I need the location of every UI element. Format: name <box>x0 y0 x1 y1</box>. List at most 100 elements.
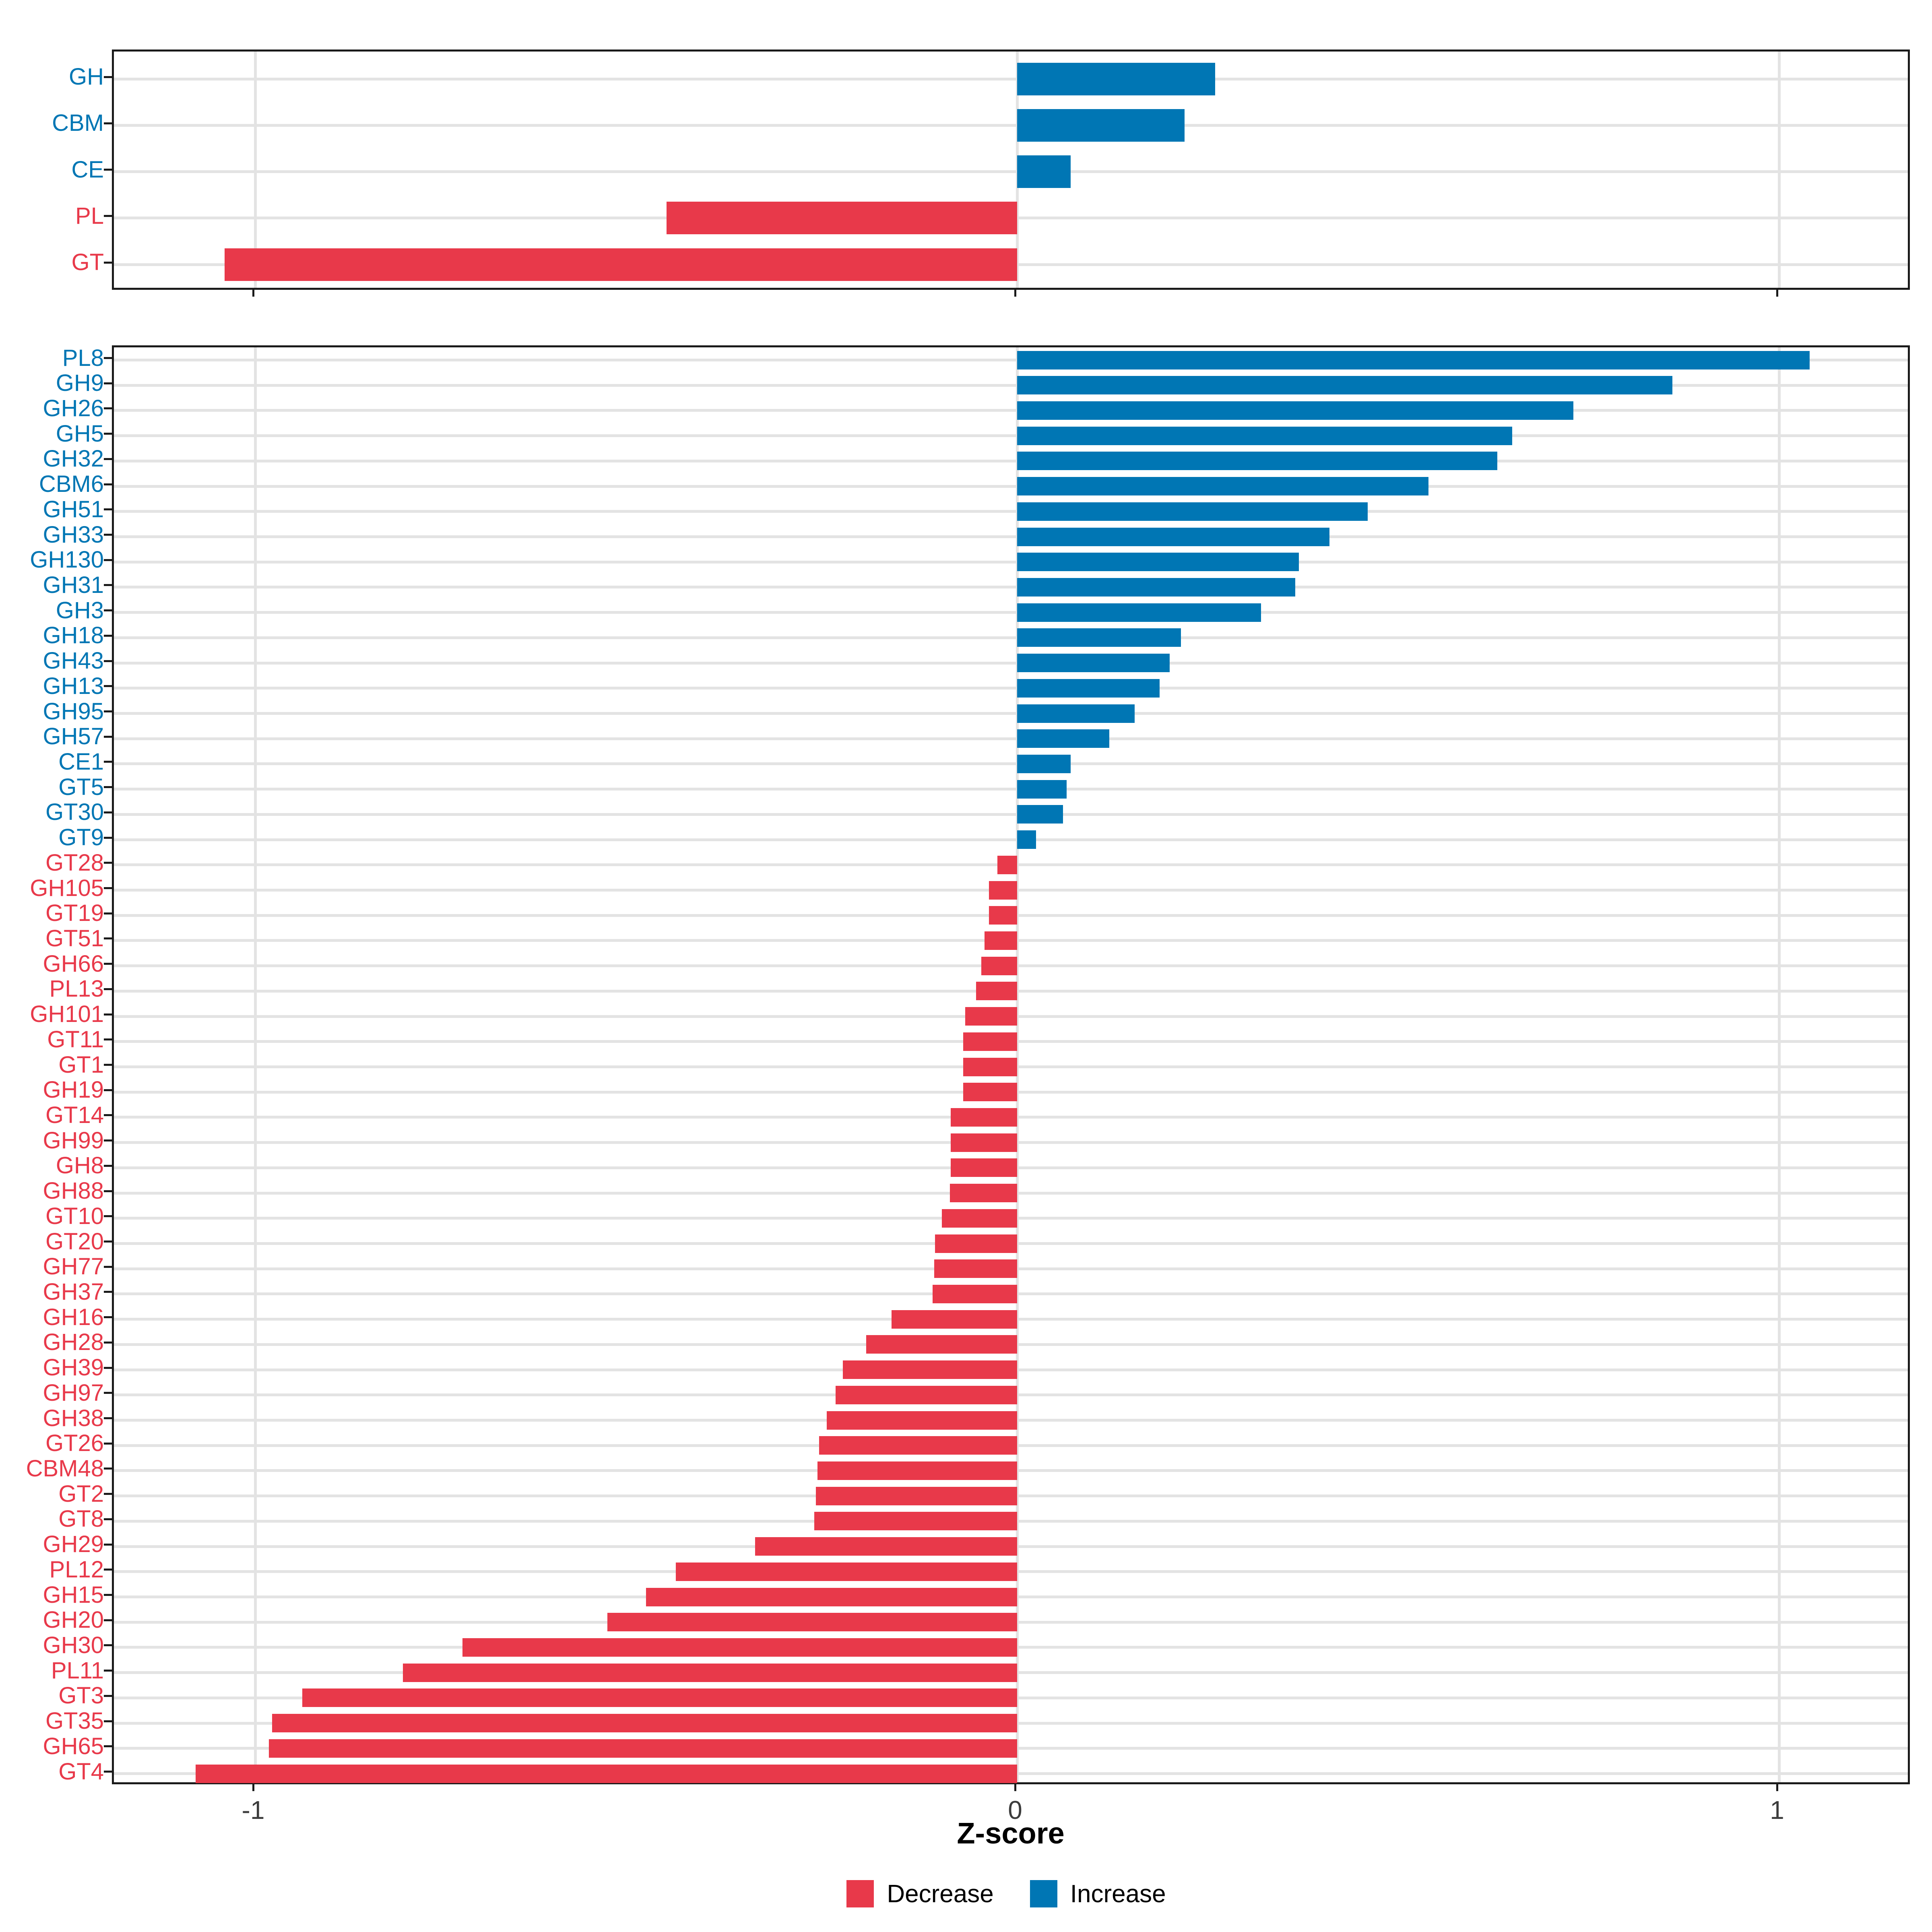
y-axis-label-gh3: GH3 <box>56 597 104 623</box>
x-tick-mark <box>1014 289 1016 297</box>
x-tick-mark <box>1014 1783 1016 1791</box>
bar-cbm48 <box>817 1461 1017 1480</box>
y-tick-mark <box>104 1745 112 1748</box>
y-tick-mark <box>104 559 112 561</box>
v-gridline <box>254 347 257 1782</box>
bar-gh13 <box>1017 679 1160 698</box>
y-tick-mark <box>104 1569 112 1571</box>
bar-gt28 <box>997 855 1017 874</box>
y-axis-label-gh26: GH26 <box>43 395 104 421</box>
y-axis-label-gh65: GH65 <box>43 1733 104 1759</box>
bar-gt8 <box>814 1512 1017 1531</box>
y-axis-label-gh101: GH101 <box>30 1001 104 1028</box>
y-axis-label-gh31: GH31 <box>43 572 104 598</box>
y-tick-mark <box>104 887 112 889</box>
y-axis-label-gh30: GH30 <box>43 1632 104 1658</box>
y-tick-mark <box>104 1114 112 1117</box>
bar-gt10 <box>941 1209 1017 1228</box>
y-axis-label-ce: CE <box>71 156 104 183</box>
bar-gh130 <box>1017 553 1299 572</box>
y-axis-label-gh9: GH9 <box>56 370 104 396</box>
y-tick-mark <box>104 1341 112 1344</box>
h-gridline <box>114 124 1908 127</box>
y-axis-label-gt20: GT20 <box>45 1228 104 1255</box>
bar-gh88 <box>950 1184 1017 1203</box>
y-tick-mark <box>104 786 112 788</box>
y-tick-mark <box>104 963 112 965</box>
bar-gh95 <box>1017 704 1135 723</box>
y-tick-mark <box>104 1291 112 1293</box>
y-tick-mark <box>104 862 112 864</box>
h-gridline <box>114 737 1908 740</box>
y-axis-label-gh43: GH43 <box>43 648 104 674</box>
y-tick-mark <box>104 382 112 384</box>
y-axis-label-gh38: GH38 <box>43 1405 104 1431</box>
h-gridline <box>114 788 1908 791</box>
y-tick-mark <box>104 169 112 171</box>
bar-gt9 <box>1017 830 1036 849</box>
bar-gt3 <box>302 1688 1017 1707</box>
legend-label-decrease: Decrease <box>887 1880 994 1908</box>
bar-gt4 <box>196 1764 1017 1783</box>
y-axis-label-gt1: GT1 <box>58 1051 104 1078</box>
y-tick-mark <box>104 988 112 990</box>
y-axis-label-gh51: GH51 <box>43 496 104 522</box>
y-tick-mark <box>104 761 112 763</box>
y-axis-label-gt8: GT8 <box>58 1506 104 1532</box>
x-tick-mark <box>1776 289 1778 297</box>
y-axis-label-cbm6: CBM6 <box>39 471 104 497</box>
y-tick-mark <box>104 508 112 511</box>
y-axis-label-gh99: GH99 <box>43 1127 104 1154</box>
y-tick-mark <box>104 1392 112 1394</box>
bar-pl8 <box>1017 351 1810 369</box>
y-tick-mark <box>104 1771 112 1773</box>
x-tick-mark <box>252 289 254 297</box>
bar-gh18 <box>1017 628 1181 647</box>
y-tick-mark <box>104 407 112 410</box>
y-tick-mark <box>104 122 112 124</box>
family-panel <box>112 345 1910 1784</box>
bar-gh33 <box>1017 527 1330 546</box>
y-tick-mark <box>104 937 112 940</box>
y-axis-label-gh19: GH19 <box>43 1077 104 1103</box>
v-gridline <box>1016 347 1019 1782</box>
bar-gh31 <box>1017 578 1295 597</box>
bar-gh66 <box>981 956 1017 975</box>
bar-gh51 <box>1017 502 1368 521</box>
legend-swatch-increase <box>1030 1880 1057 1907</box>
legend-swatch-decrease <box>846 1880 874 1907</box>
category-panel <box>112 50 1910 290</box>
y-tick-mark <box>104 609 112 612</box>
y-tick-mark <box>104 710 112 712</box>
bar-gh43 <box>1017 654 1170 673</box>
y-axis-label-gt30: GT30 <box>45 799 104 826</box>
y-tick-mark <box>104 261 112 264</box>
y-axis-label-gh77: GH77 <box>43 1253 104 1280</box>
bar-gh29 <box>755 1537 1017 1556</box>
bar-pl12 <box>675 1562 1017 1581</box>
y-axis-label-gt28: GT28 <box>45 849 104 876</box>
h-gridline <box>114 762 1908 766</box>
y-axis-label-gh37: GH37 <box>43 1278 104 1305</box>
y-tick-mark <box>104 1316 112 1319</box>
y-axis-label-gh33: GH33 <box>43 521 104 548</box>
y-tick-mark <box>104 458 112 460</box>
y-axis-label-pl12: PL12 <box>49 1556 104 1583</box>
y-tick-mark <box>104 685 112 687</box>
legend: Decrease Increase <box>724 1874 1288 1914</box>
h-gridline <box>114 712 1908 715</box>
bar-gh97 <box>836 1385 1017 1404</box>
bar-gh <box>1017 62 1216 95</box>
y-axis-label-gt4: GT4 <box>58 1758 104 1785</box>
h-gridline <box>114 384 1908 387</box>
y-tick-mark <box>104 76 112 78</box>
y-axis-label-gh39: GH39 <box>43 1354 104 1381</box>
bar-gh32 <box>1017 452 1497 471</box>
bar-gh65 <box>269 1739 1017 1758</box>
h-gridline <box>114 510 1908 513</box>
y-axis-label-gh15: GH15 <box>43 1581 104 1608</box>
y-tick-mark <box>104 1695 112 1697</box>
h-gridline <box>114 560 1908 564</box>
y-tick-mark <box>104 1366 112 1369</box>
bar-gh101 <box>965 1007 1017 1026</box>
